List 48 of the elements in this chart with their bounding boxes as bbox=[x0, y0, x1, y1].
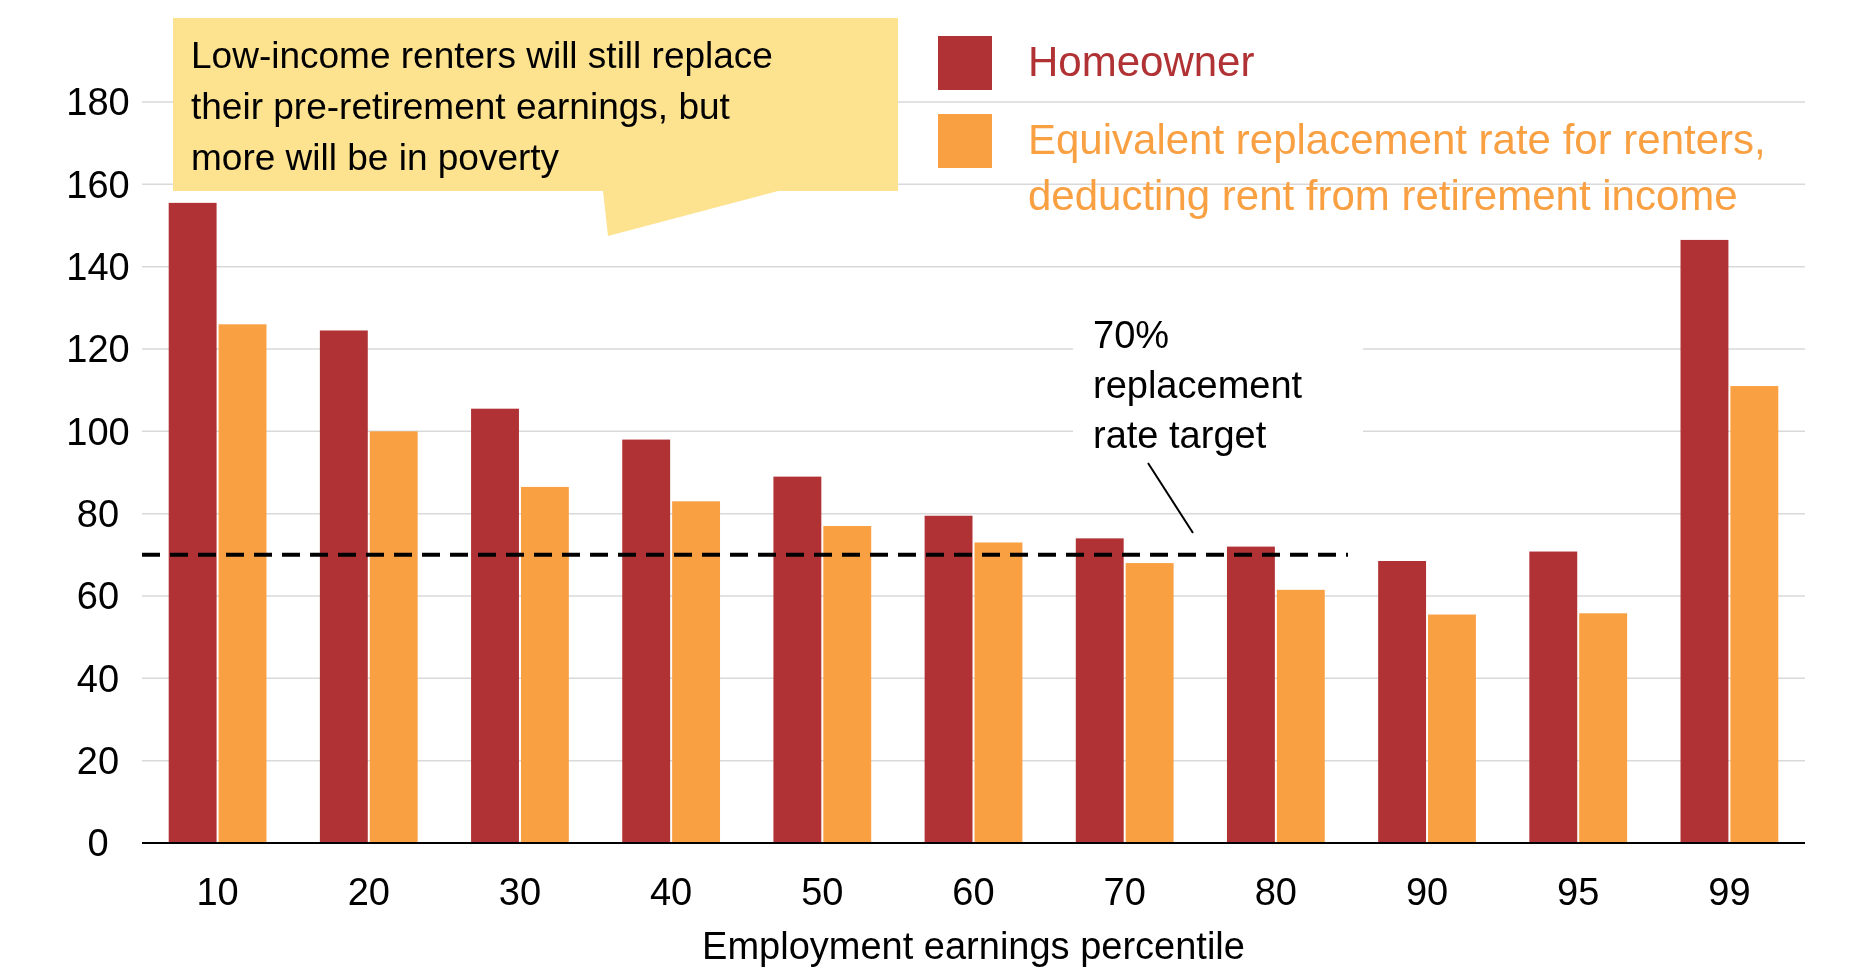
bar bbox=[471, 408, 519, 843]
bar bbox=[218, 324, 267, 843]
bar bbox=[1579, 613, 1628, 843]
bar bbox=[773, 476, 822, 843]
bar bbox=[1730, 386, 1779, 843]
x-tick-label: 80 bbox=[1254, 871, 1297, 913]
bar bbox=[1075, 538, 1124, 843]
x-tick-label: 40 bbox=[650, 871, 693, 913]
y-tick-label: 80 bbox=[76, 492, 120, 535]
bar bbox=[319, 330, 368, 843]
y-tick-label: 120 bbox=[66, 328, 130, 371]
bar bbox=[924, 515, 973, 843]
x-tick-label: 99 bbox=[1708, 871, 1751, 913]
bar bbox=[1680, 239, 1729, 843]
y-tick-label: 60 bbox=[76, 575, 120, 618]
bar bbox=[1226, 546, 1275, 843]
y-tick-label: 20 bbox=[76, 739, 120, 782]
x-axis-title: Employment earnings percentile bbox=[702, 925, 1245, 967]
bar bbox=[1428, 614, 1476, 843]
bar bbox=[974, 542, 1023, 843]
bar bbox=[1276, 589, 1325, 843]
y-tick-label: 0 bbox=[87, 822, 109, 865]
bar bbox=[672, 501, 721, 843]
bar bbox=[369, 431, 418, 843]
x-tick-label: 30 bbox=[498, 871, 542, 913]
annotation: Low-income renters will still replace their pre-retirement earnings, but more will be in poverty bbox=[191, 35, 773, 178]
y-tick-label: 100 bbox=[66, 410, 130, 453]
x-tick-label: 95 bbox=[1557, 871, 1600, 913]
x-tick-label: 60 bbox=[952, 871, 995, 913]
y-tick-label: 40 bbox=[76, 657, 120, 700]
x-tick-label: 90 bbox=[1405, 871, 1449, 913]
bar bbox=[823, 526, 872, 843]
bar bbox=[1378, 561, 1427, 843]
legend-label: Homeowner bbox=[1028, 38, 1255, 85]
bar bbox=[1125, 563, 1174, 843]
y-tick-label: 180 bbox=[66, 81, 130, 124]
legend-label: Equivalent replacement rate for renters, deducting rent from retirement income bbox=[1028, 116, 1766, 219]
bar bbox=[622, 439, 671, 843]
x-tick-label: 50 bbox=[801, 871, 844, 913]
bar bbox=[520, 486, 569, 843]
x-tick-label: 10 bbox=[196, 871, 239, 913]
bar bbox=[1529, 551, 1578, 843]
y-tick-label: 140 bbox=[66, 245, 130, 288]
x-tick-label: 70 bbox=[1103, 871, 1146, 913]
bar bbox=[168, 202, 217, 843]
y-tick-label: 160 bbox=[66, 163, 130, 206]
x-tick-label: 20 bbox=[347, 871, 390, 913]
ref-line-label: 70% replacement rate target bbox=[1093, 314, 1303, 456]
